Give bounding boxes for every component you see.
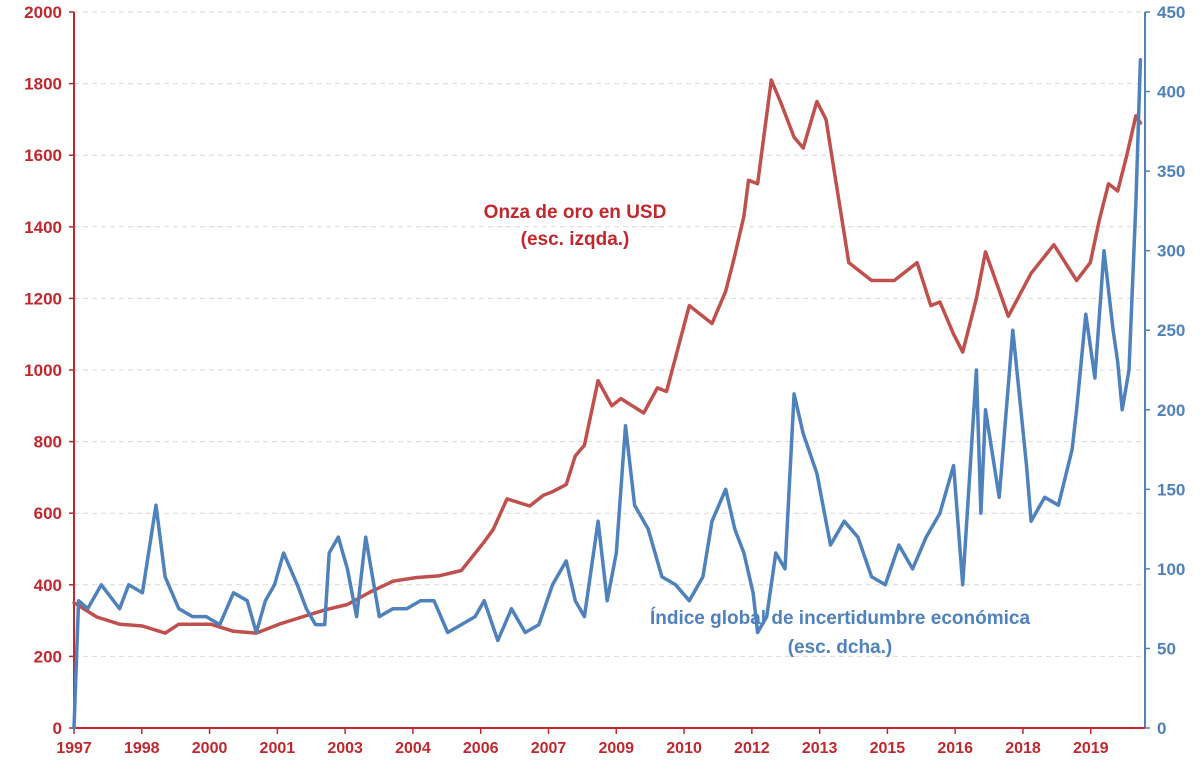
right-tick-label: 50 [1157, 639, 1176, 658]
right-tick-label: 150 [1157, 480, 1185, 499]
right-tick-label: 350 [1157, 162, 1185, 181]
x-tick-label: 2000 [192, 740, 228, 757]
x-tick-label: 2018 [1005, 740, 1041, 757]
right-tick-label: 200 [1157, 401, 1185, 420]
left-tick-label: 600 [34, 504, 62, 523]
left-tick-label: 0 [53, 719, 62, 738]
right-tick-label: 100 [1157, 560, 1185, 579]
right-tick-label: 400 [1157, 83, 1185, 102]
right-tick-label: 0 [1157, 719, 1166, 738]
left-tick-label: 2000 [24, 3, 62, 22]
left-axis-ticks: 0 200 400 600 800 1000 1200 1400 1600 1800 2000 [24, 3, 74, 738]
right-tick-label: 250 [1157, 321, 1185, 340]
epu-label-line2: (esc. dcha.) [788, 637, 893, 658]
gold-price-line [72, 78, 1143, 635]
left-tick-label: 1400 [24, 218, 62, 237]
x-tick-label: 2019 [1073, 740, 1109, 757]
left-tick-label: 1000 [24, 361, 62, 380]
x-tick-label: 2012 [734, 740, 770, 757]
right-tick-label: 300 [1157, 242, 1185, 261]
uncertainty-index-line [72, 57, 1143, 730]
x-tick-label: 2006 [463, 740, 499, 757]
x-tick-label: 2010 [666, 740, 702, 757]
x-tick-label: 2001 [260, 740, 296, 757]
x-tick-label: 2016 [937, 740, 973, 757]
gold-label-line1: Onza de oro en USD [484, 202, 667, 223]
x-axis-ticks: 1997 1998 2000 2001 2003 2004 2006 2007 2009 2010… [56, 728, 1109, 757]
gridlines [74, 11, 1145, 657]
left-tick-label: 400 [34, 576, 62, 595]
x-tick-label: 2004 [395, 740, 431, 757]
x-tick-label: 2007 [531, 740, 567, 757]
left-tick-label: 1200 [24, 289, 62, 308]
x-tick-label: 1997 [56, 740, 92, 757]
left-tick-label: 1600 [24, 146, 62, 165]
left-tick-label: 800 [34, 433, 62, 452]
epu-label-line1: Índice global de incertidumbre económica [650, 607, 1031, 629]
right-tick-label: 450 [1157, 3, 1185, 22]
x-tick-label: 2013 [802, 740, 838, 757]
left-tick-label: 1800 [24, 75, 62, 94]
left-tick-label: 200 [34, 647, 62, 666]
series-group [72, 57, 1143, 730]
x-tick-label: 2015 [870, 740, 906, 757]
right-axis-ticks: 0 50 100 150 200 250 300 350 400 450 [1145, 3, 1185, 738]
gold-label-line2: (esc. izqda.) [521, 229, 630, 250]
x-tick-label: 2003 [327, 740, 363, 757]
x-tick-label: 2009 [598, 740, 634, 757]
x-tick-label: 1998 [124, 740, 160, 757]
